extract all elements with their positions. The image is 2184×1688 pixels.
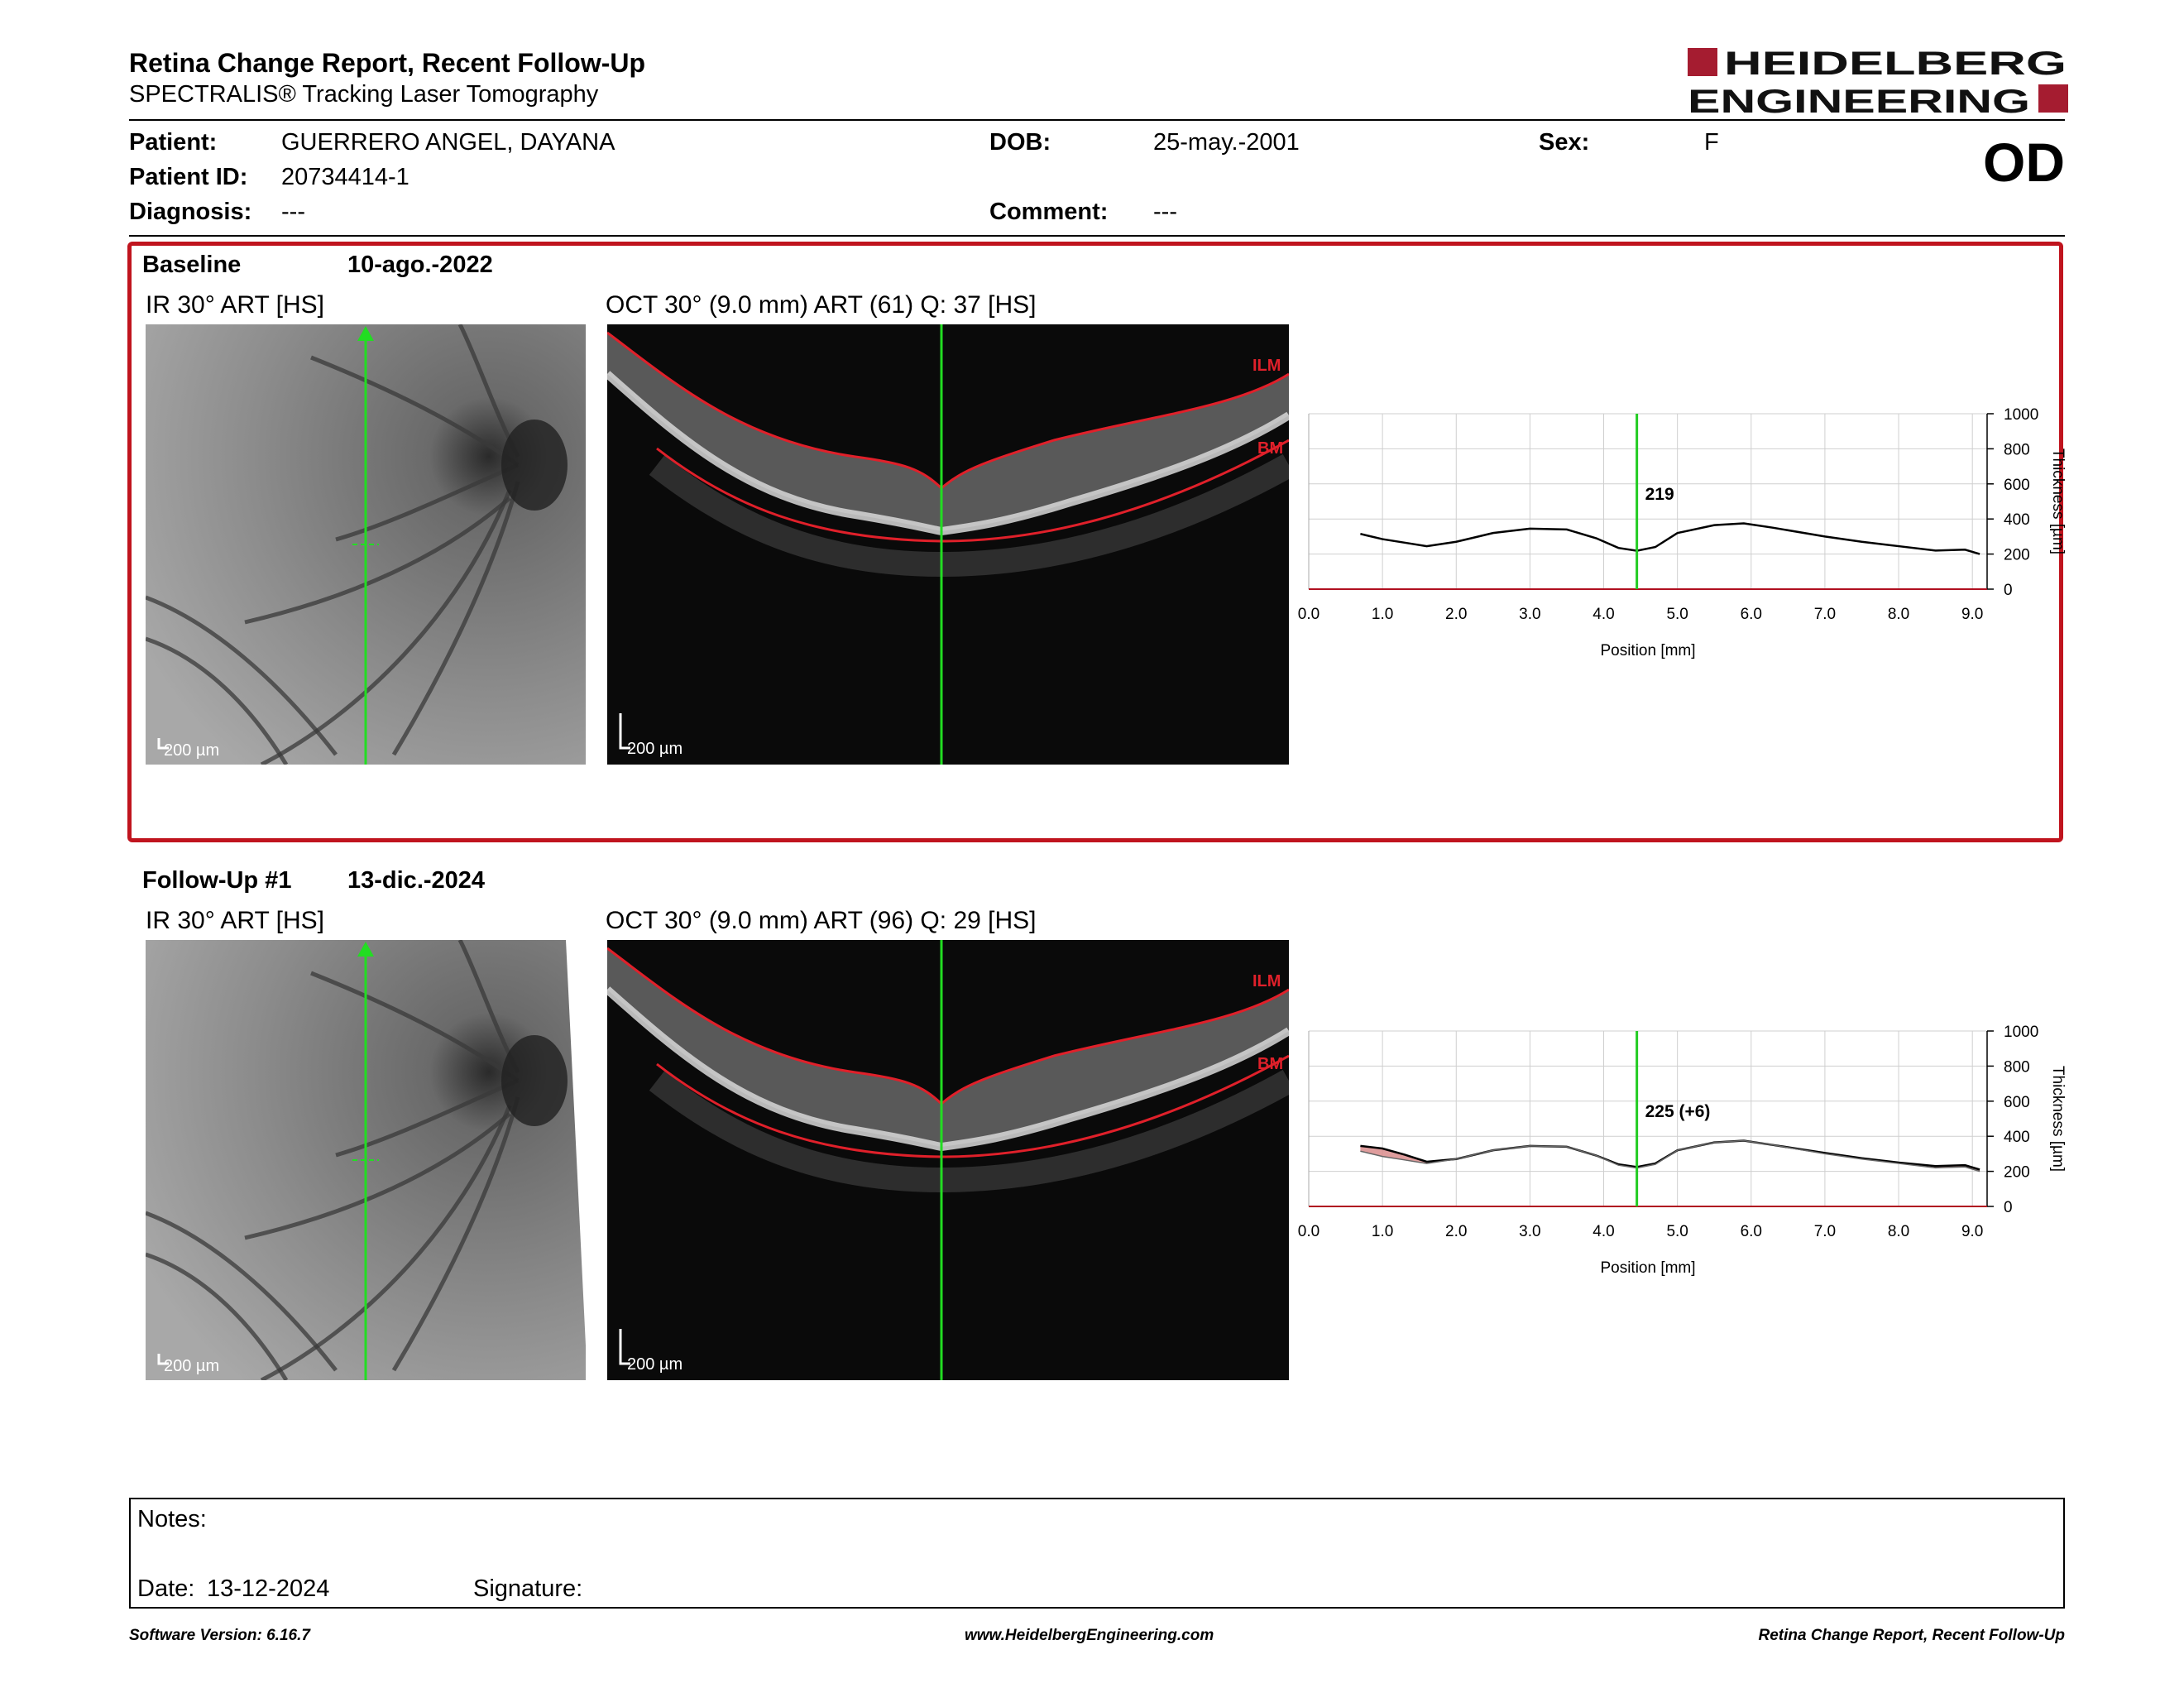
header-divider xyxy=(129,119,2065,121)
report-title: Retina Change Report, Recent Follow-Up xyxy=(129,48,646,78)
retinal-vessel xyxy=(391,1096,520,1372)
oct-caption: OCT 30° (9.0 mm) ART (61) Q: 37 [HS] xyxy=(606,291,1037,319)
comment-label: Comment: xyxy=(989,199,1109,225)
report-subtitle: SPECTRALIS® Tracking Laser Tomography xyxy=(129,81,599,108)
eye-badge: OD xyxy=(1983,132,2065,193)
x-tick-label: 9.0 xyxy=(1961,1223,1983,1240)
retinal-vessel xyxy=(335,1078,519,1158)
comment-value: --- xyxy=(1153,199,1177,225)
svg-text:ENGINEERING: ENGINEERING xyxy=(1688,84,2030,116)
retinal-vessel xyxy=(146,595,338,756)
retinal-vessel xyxy=(310,355,520,468)
notes-label: Notes: xyxy=(137,1506,207,1532)
retinal-vessel xyxy=(146,1252,289,1380)
x-axis-label: Position [mm] xyxy=(1600,1259,1695,1277)
website-link[interactable]: www.HeidelbergEngineering.com xyxy=(965,1627,1214,1644)
exam-date: 10-ago.-2022 xyxy=(347,252,493,278)
patient-label: Patient: xyxy=(129,129,218,156)
x-tick-label: 1.0 xyxy=(1372,1223,1393,1240)
x-tick-label: 2.0 xyxy=(1445,1223,1467,1240)
retinal-vessel xyxy=(260,489,512,765)
thickness-change-area xyxy=(1360,1140,1980,1172)
retinal-vessel xyxy=(260,1105,512,1380)
y-axis-label: Thickness [µm] xyxy=(2049,1066,2067,1172)
notes-box: Notes: Date: 13-12-2024 Signature: xyxy=(129,1498,2065,1609)
ir-fundus-image xyxy=(146,940,586,1380)
retinal-vessel xyxy=(244,1112,511,1240)
scale-bar-icon xyxy=(619,1329,630,1365)
x-tick-label: 0.0 xyxy=(1298,1223,1320,1240)
footer-report-name: Retina Change Report, Recent Follow-Up xyxy=(1758,1627,2065,1644)
bscan-background xyxy=(607,940,1289,1380)
sex-value: F xyxy=(1704,129,1719,156)
exam-name: Follow-Up #1 xyxy=(142,867,292,894)
software-version: Software Version: 6.16.7 xyxy=(129,1627,310,1644)
ir-scale-label: 200 µm xyxy=(164,1357,220,1375)
y-tick-label: 800 xyxy=(2004,1058,2030,1076)
baseline-section-frame xyxy=(127,242,2063,842)
ilm-label: ILM xyxy=(1252,972,1281,990)
optic-disc xyxy=(501,1035,568,1126)
dob-label: DOB: xyxy=(989,129,1051,156)
heidelberg-logo: HEIDELBERG ENGINEERING xyxy=(1688,46,2068,116)
scale-bar-icon xyxy=(157,1354,169,1365)
diagnosis-label: Diagnosis: xyxy=(129,199,252,225)
ir-caption: IR 30° ART [HS] xyxy=(146,291,324,319)
x-tick-label: 3.0 xyxy=(1519,1223,1540,1240)
scale-bar-icon xyxy=(157,738,169,750)
bm-label: BM xyxy=(1257,439,1283,458)
x-tick-label: 8.0 xyxy=(1888,1223,1909,1240)
cursor-value-label: 225 (+6) xyxy=(1645,1102,1711,1121)
ir-fundus-image xyxy=(146,324,586,765)
retina-layers xyxy=(607,333,1289,531)
x-tick-label: 4.0 xyxy=(1592,1223,1614,1240)
y-tick-label: 1000 xyxy=(2004,1024,2038,1041)
bscan-background xyxy=(607,324,1289,765)
signature-label: Signature: xyxy=(473,1575,583,1602)
patient-id-label: Patient ID: xyxy=(129,164,248,190)
y-tick-label: 0 xyxy=(2004,1199,2013,1216)
retinal-vessel xyxy=(310,971,520,1083)
exam-name: Baseline xyxy=(142,252,242,278)
patient-id: 20734414-1 xyxy=(281,164,410,190)
y-tick-label: 400 xyxy=(2004,1129,2030,1146)
scan-direction-arrow xyxy=(357,326,374,341)
y-tick-label: 200 xyxy=(2004,1164,2030,1182)
ilm-label: ILM xyxy=(1252,357,1281,375)
patient-divider xyxy=(129,235,2065,237)
scan-direction-arrow xyxy=(357,942,374,957)
retinal-vessel xyxy=(391,481,520,756)
patient-name: GUERRERO ANGEL, DAYANA xyxy=(281,129,615,156)
diagnosis-value: --- xyxy=(281,199,305,225)
date-label: Date: xyxy=(137,1575,195,1602)
optic-disc xyxy=(501,420,568,511)
retinal-vessel xyxy=(335,463,519,542)
retina-layers xyxy=(607,948,1289,1147)
oct-caption: OCT 30° (9.0 mm) ART (96) Q: 29 [HS] xyxy=(606,907,1037,934)
dob-value: 25-may.-2001 xyxy=(1153,129,1300,156)
oct-scale-label: 200 µm xyxy=(627,1355,683,1374)
retinal-vessel xyxy=(146,1211,338,1372)
exam-date: 13-dic.-2024 xyxy=(347,867,486,894)
oct-scale-label: 200 µm xyxy=(627,740,683,758)
svg-text:HEIDELBERG: HEIDELBERG xyxy=(1724,46,2067,82)
y-tick-label: 600 xyxy=(2004,1094,2030,1111)
retinal-vessel xyxy=(146,636,289,765)
ir-caption: IR 30° ART [HS] xyxy=(146,907,324,934)
x-tick-label: 5.0 xyxy=(1666,1223,1688,1240)
x-tick-label: 6.0 xyxy=(1741,1223,1762,1240)
baseline-thickness-line xyxy=(1360,1139,1980,1172)
bm-label: BM xyxy=(1257,1055,1283,1073)
oct-bscan-image: ILM BM xyxy=(607,324,1289,765)
date-value: 13-12-2024 xyxy=(207,1575,330,1602)
oct-bscan-image: ILM BM xyxy=(607,940,1289,1380)
thickness-line xyxy=(1360,1139,1980,1171)
sex-label: Sex: xyxy=(1539,129,1590,156)
retinal-vessel xyxy=(244,496,511,625)
ir-scale-label: 200 µm xyxy=(164,741,220,760)
scale-bar-icon xyxy=(619,713,630,750)
x-tick-label: 7.0 xyxy=(1814,1223,1836,1240)
